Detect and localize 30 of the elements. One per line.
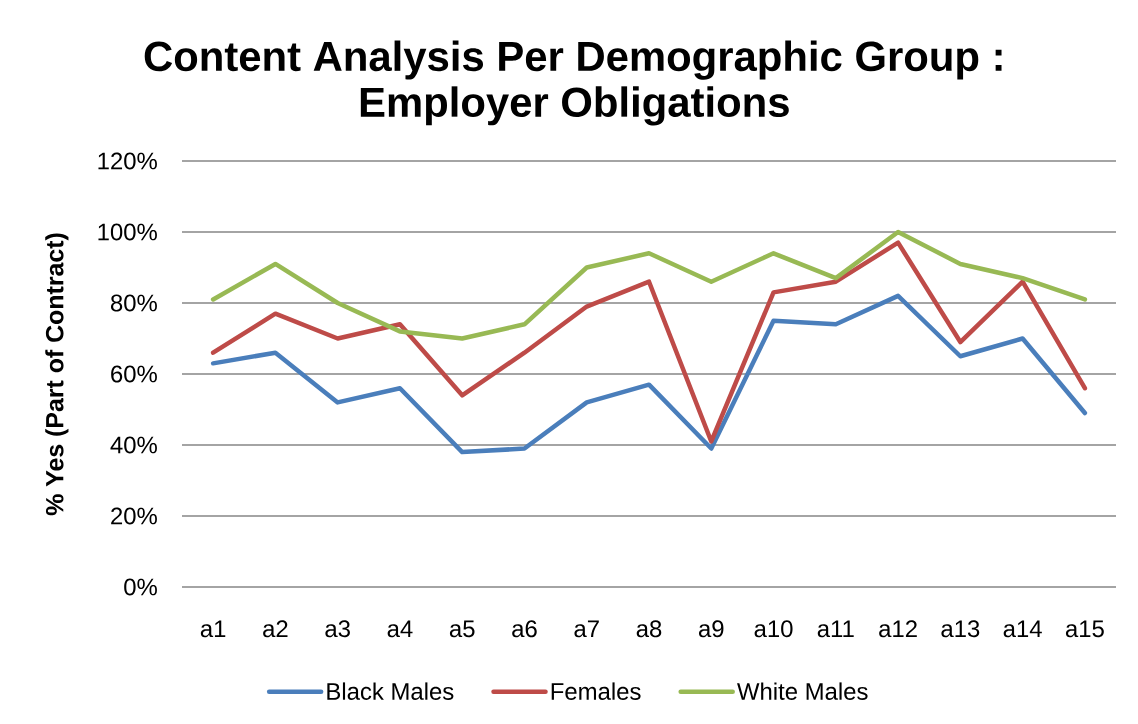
y-tick-label: 80% [110, 294, 157, 312]
x-tick-label: a5 [449, 620, 475, 638]
y-tick-label: 20% [111, 507, 157, 525]
x-tick-label: a13 [941, 620, 980, 638]
x-tick-label: a9 [698, 620, 724, 638]
x-tick-label: a10 [754, 620, 793, 638]
legend-label: White Males [737, 682, 868, 700]
line-series [210, 240, 1088, 444]
y-tick-label: 40% [110, 436, 157, 454]
legend-label: Black Males [327, 682, 454, 700]
x-tick-label: a11 [817, 620, 854, 638]
x-tick-label: a15 [1065, 620, 1104, 638]
x-tick-label: a12 [879, 620, 917, 638]
line-series [210, 293, 1088, 455]
line-series [210, 229, 1088, 341]
x-tick-label: a14 [1003, 620, 1042, 638]
x-tick-label: a4 [387, 620, 413, 638]
y-tick-label: 100% [98, 223, 157, 241]
x-tick-label: a1 [200, 620, 226, 638]
y-axis-title: % Yes (Part of Contract) [45, 233, 69, 516]
y-tick-label: 0% [124, 578, 157, 596]
chart-title: Content Analysis Per Demographic Group : Employer Obligations [144, 40, 1002, 126]
y-tick-label: 60% [111, 365, 157, 383]
y-tick-label: 120% [98, 152, 157, 170]
x-tick-label: a6 [512, 620, 537, 638]
x-tick-label: a2 [263, 620, 288, 638]
x-tick-label: a8 [636, 620, 662, 638]
x-tick-label: a3 [325, 620, 350, 638]
legend-label: Females [551, 682, 641, 700]
x-tick-label: a7 [574, 620, 599, 638]
